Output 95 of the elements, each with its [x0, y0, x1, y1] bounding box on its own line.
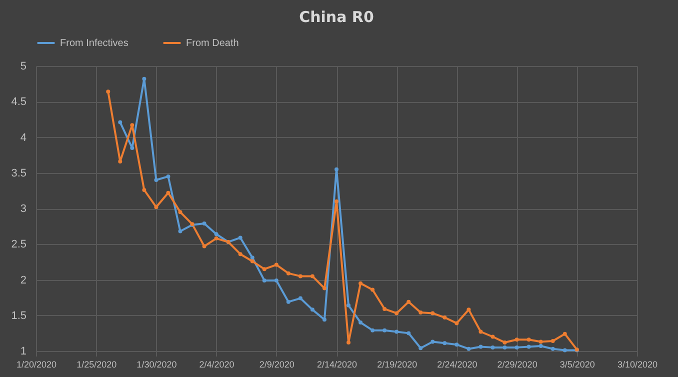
x-tick-label: 1/25/2020 — [76, 360, 117, 370]
point — [382, 306, 387, 311]
point — [322, 318, 326, 322]
y-tick-label: 1.5 — [11, 310, 26, 322]
point — [274, 278, 278, 282]
point — [310, 274, 314, 278]
point — [418, 310, 423, 315]
point — [538, 340, 543, 344]
point — [430, 311, 435, 316]
x-tick-label: 3/10/2020 — [617, 360, 658, 370]
point — [418, 346, 423, 350]
point — [394, 311, 399, 316]
point — [262, 278, 266, 282]
point — [274, 262, 278, 267]
point — [346, 340, 351, 344]
chart-title: China R0 — [299, 8, 374, 26]
x-tick-label: 2/29/2020 — [497, 360, 538, 370]
point — [166, 190, 170, 195]
point — [562, 348, 567, 352]
point — [346, 303, 351, 308]
point — [202, 244, 206, 248]
x-tick-label: 2/9/2020 — [259, 360, 294, 370]
point — [130, 123, 134, 128]
legend-label: From Infectives — [60, 38, 128, 49]
point — [334, 199, 338, 204]
point — [562, 332, 567, 336]
point — [466, 308, 471, 312]
point — [154, 205, 158, 210]
point — [466, 346, 471, 351]
point — [322, 286, 326, 290]
point — [538, 344, 543, 348]
point — [310, 308, 314, 312]
point — [118, 159, 122, 164]
x-tick-label: 2/4/2020 — [199, 360, 234, 370]
y-tick-label: 3.5 — [11, 167, 26, 180]
point — [370, 288, 375, 292]
point — [490, 345, 495, 350]
point — [238, 236, 242, 240]
y-tick-label: 4.5 — [11, 96, 26, 108]
point — [442, 316, 447, 320]
point — [406, 331, 411, 336]
point — [478, 344, 483, 349]
point — [298, 296, 302, 300]
point — [370, 328, 375, 332]
point — [394, 330, 399, 334]
point — [502, 345, 507, 350]
point — [442, 341, 447, 346]
x-tick-label: 1/20/2020 — [16, 360, 57, 370]
y-tick-label: 3 — [20, 203, 26, 215]
point — [406, 300, 411, 304]
legend-label: From Death — [186, 38, 239, 49]
point — [238, 252, 242, 256]
point — [250, 259, 254, 264]
point — [298, 274, 302, 278]
point — [478, 330, 483, 334]
point — [154, 178, 158, 182]
point — [262, 267, 266, 272]
x-tick-label: 3/5/2020 — [560, 360, 595, 370]
point — [178, 210, 182, 214]
point — [358, 320, 363, 324]
point — [514, 345, 519, 350]
point — [286, 300, 290, 304]
y-tick-label: 2 — [20, 274, 26, 286]
x-tick-label: 2/24/2020 — [437, 360, 478, 370]
point — [430, 340, 435, 344]
y-tick-label: 1 — [20, 346, 26, 358]
point — [454, 321, 459, 326]
point — [166, 174, 170, 178]
y-tick-label: 5 — [20, 60, 26, 72]
point — [526, 344, 531, 349]
point — [214, 232, 218, 236]
point — [502, 340, 507, 344]
point — [178, 229, 182, 234]
point — [550, 339, 555, 344]
point — [118, 120, 122, 124]
x-tick-label: 2/19/2020 — [377, 360, 418, 370]
point — [286, 271, 290, 276]
y-tick-label: 2.5 — [11, 238, 26, 251]
point — [202, 221, 206, 226]
point — [454, 342, 459, 347]
point — [382, 328, 387, 332]
point — [526, 338, 531, 342]
point — [334, 167, 338, 172]
point — [250, 256, 254, 260]
point — [490, 334, 495, 339]
y-tick-label: 4 — [20, 132, 26, 144]
point — [550, 346, 555, 351]
point — [358, 281, 363, 286]
x-tick-label: 2/14/2020 — [316, 360, 358, 370]
point — [142, 188, 146, 192]
x-tick-label: 1/30/2020 — [136, 360, 177, 370]
point — [142, 76, 146, 81]
point — [214, 236, 218, 240]
point — [514, 338, 519, 342]
point — [106, 90, 110, 94]
